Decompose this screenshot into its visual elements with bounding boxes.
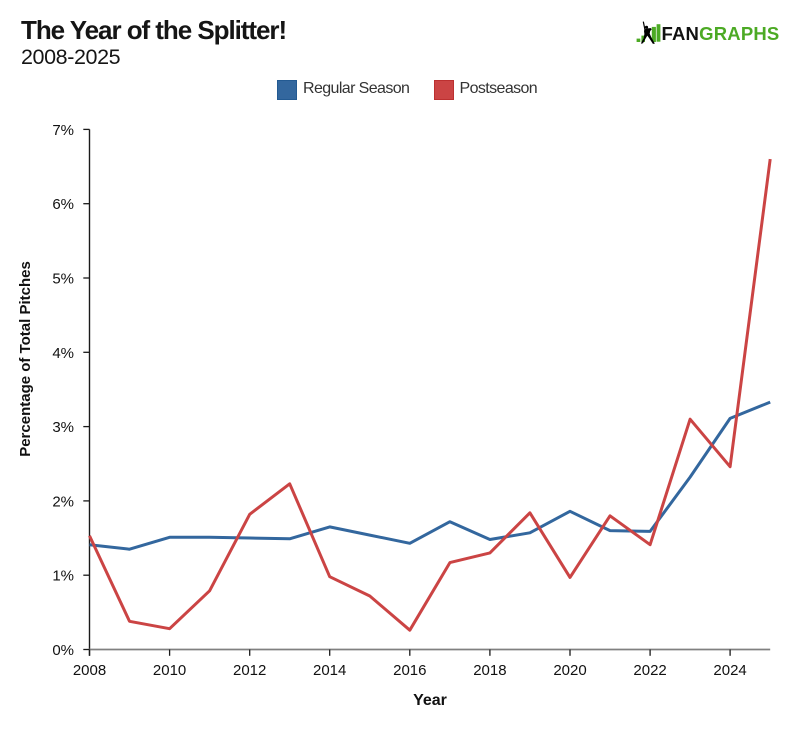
svg-text:2008: 2008: [73, 662, 106, 679]
svg-text:3%: 3%: [52, 419, 74, 436]
svg-text:2024: 2024: [713, 662, 746, 679]
svg-text:1%: 1%: [52, 568, 74, 585]
svg-text:Percentage of Total Pitches: Percentage of Total Pitches: [17, 261, 34, 457]
svg-text:2%: 2%: [52, 493, 74, 510]
svg-text:6%: 6%: [52, 196, 74, 213]
svg-text:7%: 7%: [52, 122, 74, 139]
svg-text:2014: 2014: [313, 662, 346, 679]
svg-text:2020: 2020: [553, 662, 586, 679]
svg-text:2018: 2018: [473, 662, 506, 679]
svg-text:2022: 2022: [633, 662, 666, 679]
svg-text:2016: 2016: [393, 662, 426, 679]
svg-text:4%: 4%: [52, 345, 74, 362]
svg-text:2012: 2012: [233, 662, 266, 679]
svg-text:Year: Year: [413, 692, 447, 709]
svg-text:5%: 5%: [52, 271, 74, 288]
svg-text:2010: 2010: [153, 662, 186, 679]
svg-text:0%: 0%: [52, 642, 74, 659]
